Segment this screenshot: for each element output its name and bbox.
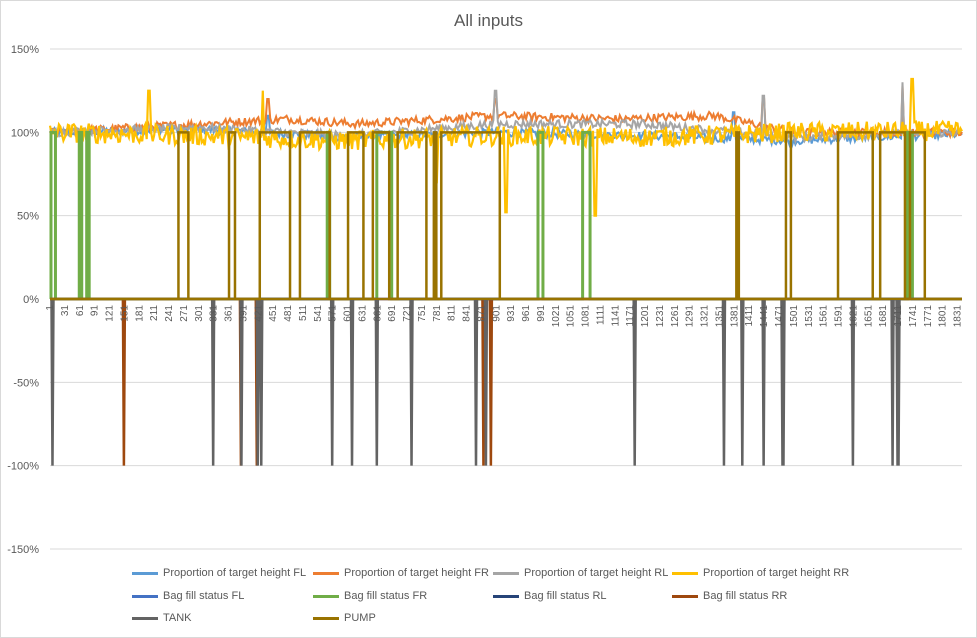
x-tick-label: 1711 — [893, 305, 904, 327]
x-tick-label: 691 — [387, 305, 398, 322]
x-tick-label: 781 — [432, 305, 443, 322]
x-tick-label: 1351 — [714, 305, 725, 328]
x-tick-label: 1141 — [610, 305, 621, 327]
x-tick-label: 391 — [238, 305, 249, 322]
y-tick-label: 150% — [11, 44, 39, 56]
x-tick-label: 421 — [253, 305, 264, 322]
x-tick-label: 301 — [194, 305, 205, 322]
x-tick-label: 661 — [372, 305, 383, 322]
x-tick-label: 151 — [119, 305, 130, 322]
y-tick-label: 0% — [23, 294, 39, 306]
x-tick-label: 571 — [328, 305, 339, 322]
x-tick-label: 721 — [402, 305, 413, 322]
x-tick-label: 931 — [506, 305, 517, 322]
x-tick-label: 901 — [491, 305, 502, 322]
x-tick-label: 841 — [462, 305, 473, 322]
x-tick-label: 1321 — [700, 305, 711, 328]
x-tick-label: 1501 — [789, 305, 800, 328]
x-tick-label: 1771 — [923, 305, 934, 328]
x-tick-label: 1261 — [670, 305, 681, 328]
x-tick-label: 1651 — [863, 305, 874, 328]
x-tick-label: 751 — [417, 305, 428, 322]
y-tick-label: -50% — [13, 377, 39, 389]
x-tick-label: 1471 — [774, 305, 785, 328]
series-line-0 — [49, 111, 963, 149]
x-tick-label: 1381 — [729, 305, 740, 328]
x-tick-label: 871 — [476, 305, 487, 322]
x-tick-label: 631 — [357, 305, 368, 322]
x-tick-label: 1171 — [625, 305, 636, 327]
x-tick-label: 181 — [134, 305, 145, 322]
x-tick-label: 331 — [209, 305, 220, 322]
x-tick-label: 1411 — [744, 305, 755, 327]
x-tick-label: 1 — [45, 305, 56, 311]
x-tick-label: 361 — [224, 305, 235, 322]
x-tick-label: 271 — [179, 305, 190, 322]
x-tick-label: 1201 — [640, 305, 651, 328]
x-tick-label: 31 — [60, 305, 71, 317]
x-tick-label: 1021 — [551, 305, 562, 328]
x-tick-label: 61 — [75, 305, 86, 317]
x-tick-label: 1561 — [819, 305, 830, 328]
x-tick-label: 91 — [90, 305, 101, 317]
x-tick-label: 211 — [149, 305, 160, 321]
x-tick-label: 451 — [268, 305, 279, 322]
y-tick-label: 50% — [17, 211, 39, 223]
chart-title: All inputs — [454, 11, 523, 30]
x-tick-label: 1831 — [953, 305, 964, 328]
x-tick-label: 541 — [313, 305, 324, 322]
x-tick-label: 1231 — [655, 305, 666, 328]
x-tick-label: 1621 — [848, 305, 859, 328]
x-tick-label: 1591 — [834, 305, 845, 328]
series-line-3 — [48, 77, 963, 217]
x-tick-label: 1441 — [759, 305, 770, 328]
x-tick-label: 1291 — [685, 305, 696, 328]
x-tick-label: 1681 — [878, 305, 889, 328]
x-tick-label: 991 — [536, 305, 547, 322]
x-tick-label: 511 — [298, 305, 309, 321]
series-line-2 — [49, 82, 963, 146]
x-tick-label: 1051 — [566, 305, 577, 328]
x-tick-label: 1111 — [595, 305, 606, 325]
y-tick-label: -100% — [7, 461, 39, 473]
x-tick-label: 121 — [105, 305, 116, 322]
y-tick-label: 100% — [11, 127, 39, 139]
x-tick-label: 1081 — [581, 305, 592, 328]
x-tick-label: 961 — [521, 305, 532, 322]
x-tick-label: 811 — [447, 305, 458, 321]
x-tick-label: 481 — [283, 305, 294, 322]
y-tick-label: -150% — [7, 544, 39, 556]
x-tick-label: 1741 — [908, 305, 919, 328]
x-tick-label: 241 — [164, 305, 175, 322]
x-tick-label: 1531 — [804, 305, 815, 328]
x-tick-label: 601 — [343, 305, 354, 322]
x-tick-label: 1801 — [938, 305, 949, 328]
